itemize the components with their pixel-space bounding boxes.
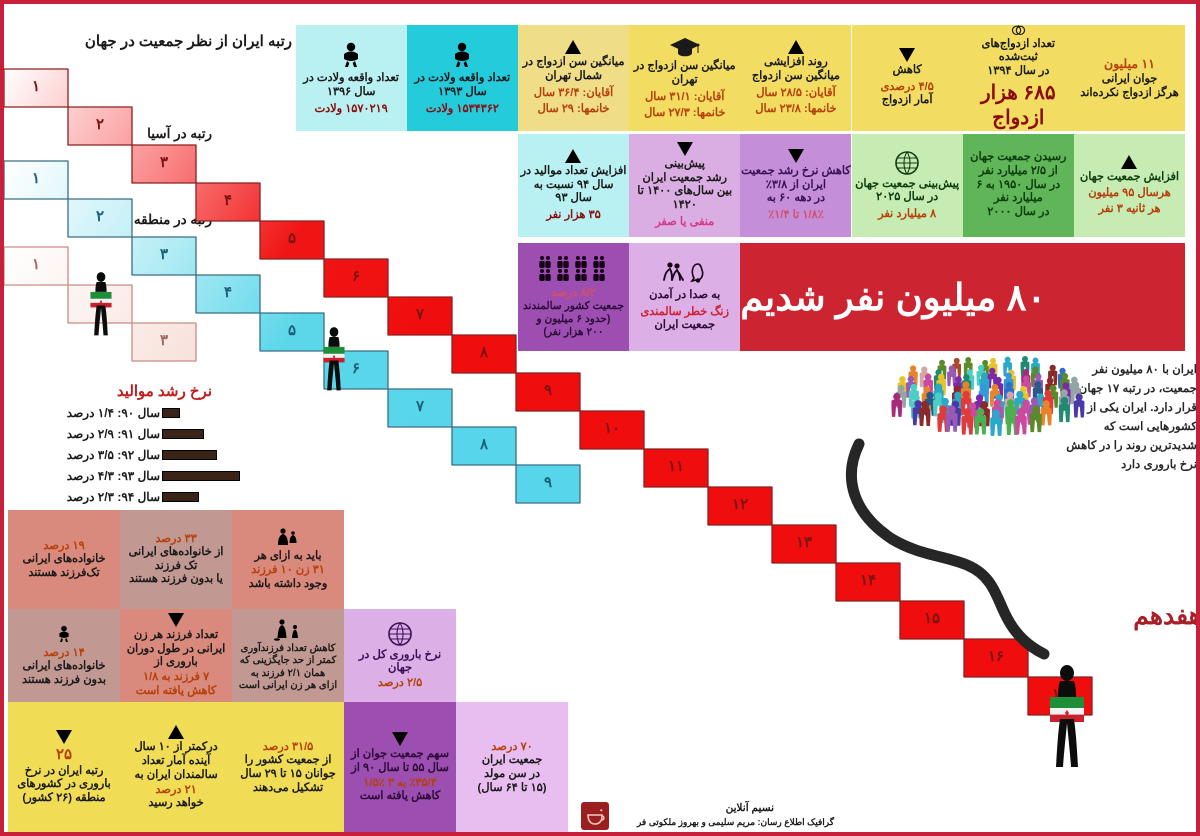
svg-text:۱: ۱ <box>32 78 40 95</box>
svg-text:۳: ۳ <box>160 154 168 171</box>
svg-text:۱۴: ۱۴ <box>860 572 876 589</box>
svg-text:۱۳: ۱۳ <box>796 534 812 551</box>
svg-text:۲: ۲ <box>96 116 104 133</box>
svg-text:۶: ۶ <box>352 360 360 377</box>
svg-text:۹: ۹ <box>544 382 552 399</box>
svg-text:۶: ۶ <box>352 268 360 285</box>
svg-text:۱۱: ۱۱ <box>668 458 684 475</box>
svg-text:۲: ۲ <box>96 208 104 225</box>
svg-text:۱۶: ۱۶ <box>988 648 1004 665</box>
svg-text:۳: ۳ <box>160 246 168 263</box>
svg-text:۴: ۴ <box>224 284 232 301</box>
svg-text:۷: ۷ <box>415 398 425 415</box>
svg-text:۸: ۸ <box>479 436 489 453</box>
svg-text:۹: ۹ <box>544 474 552 491</box>
svg-text:۴: ۴ <box>224 192 232 209</box>
svg-text:۱۰: ۱۰ <box>604 420 620 437</box>
svg-text:۷: ۷ <box>415 306 425 323</box>
svg-text:۳: ۳ <box>160 332 168 349</box>
svg-text:۱: ۱ <box>32 170 40 187</box>
svg-text:۵: ۵ <box>288 230 296 247</box>
svg-text:۱: ۱ <box>32 256 40 273</box>
svg-text:۱۵: ۱۵ <box>924 610 940 627</box>
svg-text:۸: ۸ <box>479 344 489 361</box>
svg-text:۱۲: ۱۲ <box>732 496 748 513</box>
svg-text:۵: ۵ <box>288 322 296 339</box>
